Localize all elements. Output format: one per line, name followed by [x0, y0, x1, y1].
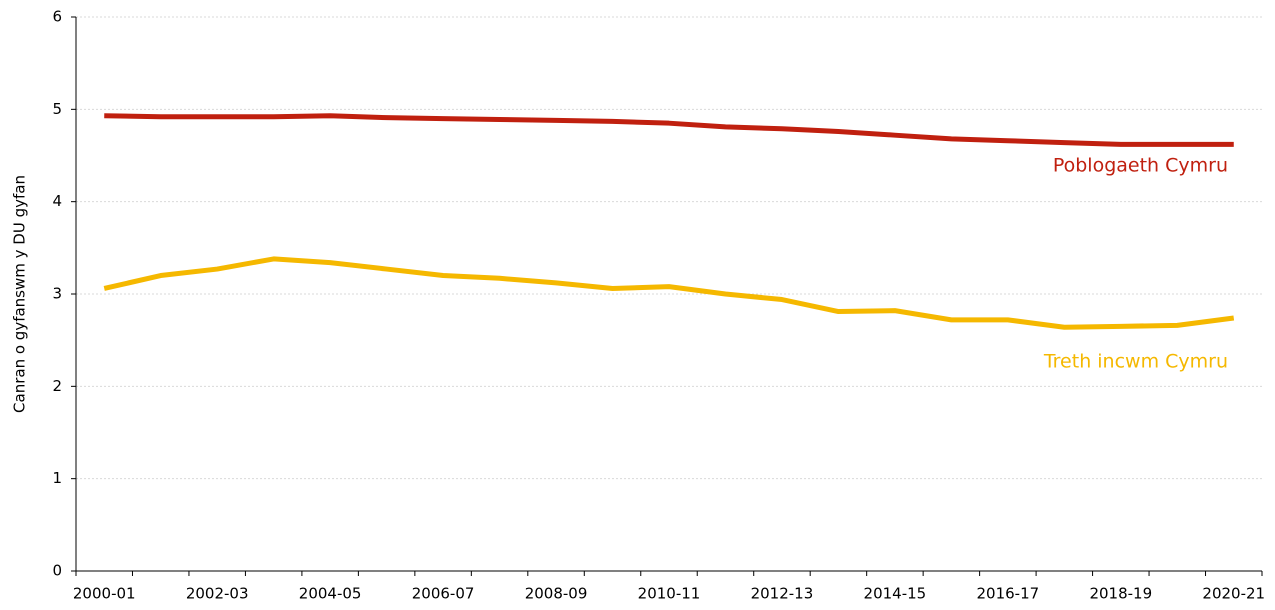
x-tick-label: 2004-05 [299, 585, 362, 603]
series-line [103, 256, 1235, 330]
x-tick-label: 2020-21 [1202, 585, 1265, 603]
y-tick-label: 4 [52, 192, 62, 210]
y-tick-label: 1 [52, 469, 62, 487]
x-tick-label: 2000-01 [73, 585, 136, 603]
y-tick-label: 0 [52, 562, 62, 580]
y-tick-label: 3 [52, 285, 62, 303]
x-tick-label: 2006-07 [412, 585, 475, 603]
series-label: Treth incwm Cymru [1043, 351, 1228, 373]
y-tick-label: 6 [52, 8, 62, 26]
x-tick-label: 2018-19 [1089, 585, 1152, 603]
x-tick-label: 2016-17 [977, 585, 1040, 603]
x-tick-label: 2014-15 [864, 585, 927, 603]
series-line [104, 113, 1234, 147]
y-tick-label: 5 [52, 100, 62, 118]
x-tick-label: 2010-11 [638, 585, 701, 603]
x-tick-label: 2012-13 [751, 585, 814, 603]
x-tick-label: 2002-03 [186, 585, 249, 603]
series-label: Poblogaeth Cymru [1053, 155, 1228, 177]
x-tick-label: 2008-09 [525, 585, 588, 603]
y-tick-label: 2 [52, 377, 62, 395]
y-axis-label: Canran o gyfanswm y DU gyfan [11, 175, 29, 413]
